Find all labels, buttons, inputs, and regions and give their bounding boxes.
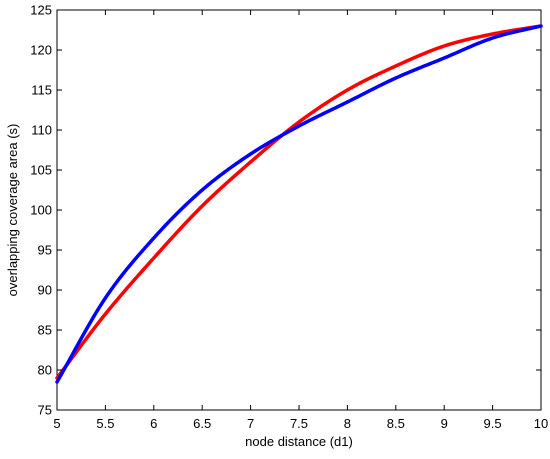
x-tick-label: 5.5	[96, 416, 114, 431]
y-tick-label: 125	[30, 3, 52, 18]
x-tick-label: 7	[247, 416, 254, 431]
x-tick-label: 10	[534, 416, 548, 431]
series-line-1	[55, 24, 543, 380]
series-line-2	[55, 24, 543, 384]
x-tick-label: 7.5	[290, 416, 308, 431]
x-axis-label: node distance (d1)	[245, 434, 353, 449]
x-tick-label: 8	[344, 416, 351, 431]
y-axis-label: overlapping coverage area (s)	[5, 124, 20, 297]
y-tick-label: 105	[30, 163, 52, 178]
y-tick-label: 80	[38, 363, 52, 378]
y-tick-label: 90	[38, 283, 52, 298]
x-tick-label: 6.5	[193, 416, 211, 431]
plot-area	[56, 9, 542, 411]
series-layer	[55, 24, 543, 384]
y-tick-label: 120	[30, 43, 52, 58]
y-tick-label: 110	[31, 123, 52, 138]
ticks-layer: 5 5.5 6 6.5 7 7.5 8 8.5 9 9.5 10 75 80 85 90 95 100 105 11…	[30, 3, 548, 432]
x-tick-label: 9	[441, 416, 448, 431]
y-tick-label: 115	[31, 83, 52, 98]
x-tick-label: 6	[150, 416, 157, 431]
y-tick-label: 95	[38, 243, 52, 258]
x-tick-label: 8.5	[387, 416, 405, 431]
y-tick-label: 75	[38, 403, 52, 418]
x-tick-label: 9.5	[484, 416, 502, 431]
y-tick-label: 100	[30, 203, 52, 218]
x-tick-label: 5	[53, 416, 60, 431]
y-tick-label: 85	[38, 323, 52, 338]
